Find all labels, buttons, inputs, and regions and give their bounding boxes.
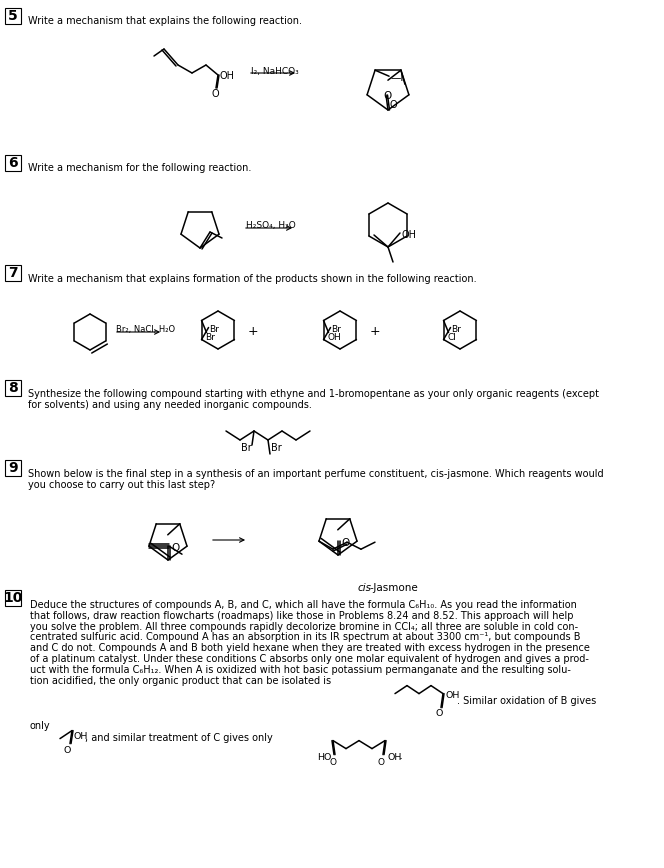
Text: O: O [64,746,71,754]
Text: O: O [341,538,349,548]
Text: Br₂, NaCl, H₂O: Br₂, NaCl, H₂O [116,325,175,334]
Text: Br: Br [206,333,215,343]
Text: Write a mechanism that explains formation of the products shown in the following: Write a mechanism that explains formatio… [28,274,477,284]
Text: Cl: Cl [448,333,456,343]
Text: Shown below is the final step in a synthesis of an important perfume constituent: Shown below is the final step in a synth… [28,469,604,479]
Text: OH: OH [327,333,341,343]
Text: 9: 9 [8,461,18,475]
Text: for solvents) and using any needed inorganic compounds.: for solvents) and using any needed inorg… [28,400,312,410]
Text: only: only [30,720,50,731]
Text: and C do not. Compounds A and B both yield hexane when they are treated with exc: and C do not. Compounds A and B both yie… [30,643,590,654]
Text: centrated sulfuric acid. Compound A has an absorption in its IR spectrum at abou: centrated sulfuric acid. Compound A has … [30,633,580,642]
Text: O: O [377,758,384,766]
Text: Deduce the structures of compounds A, B, and C, which all have the formula C₆H₁₀: Deduce the structures of compounds A, B,… [30,600,577,610]
Text: 10: 10 [3,591,23,605]
Text: OH: OH [445,691,459,700]
Text: O: O [329,758,336,766]
Text: Write a mechanism that explains the following reaction.: Write a mechanism that explains the foll… [28,16,302,26]
Text: O: O [383,91,391,101]
Text: tion acidified, the only organic product that can be isolated is: tion acidified, the only organic product… [30,675,331,686]
Text: +: + [248,325,258,338]
Text: 8: 8 [8,381,18,395]
Text: OH: OH [73,732,88,740]
Text: I₂, NaHCO₃: I₂, NaHCO₃ [251,67,299,76]
Text: O: O [390,101,397,110]
Bar [5,8,21,24]
Text: 6: 6 [8,156,18,170]
Text: O: O [211,89,218,99]
Text: 7: 7 [8,266,18,280]
Text: .: . [399,748,403,761]
Bar [5,380,21,396]
Text: you choose to carry out this last step?: you choose to carry out this last step? [28,480,215,490]
Text: OH: OH [220,71,235,81]
Text: Synthesize the following compound starting with ethyne and 1-bromopentane as you: Synthesize the following compound starti… [28,389,599,399]
Text: OH: OH [401,230,416,240]
Text: -Jasmone: -Jasmone [370,583,419,593]
Bar [5,590,21,606]
Bar [5,265,21,281]
Text: 5: 5 [8,9,18,23]
Text: you solve the problem. All three compounds rapidly decolorize bromine in CCl₄; a: you solve the problem. All three compoun… [30,621,578,632]
Text: O: O [171,543,179,553]
Bar [5,460,21,476]
Text: H₂SO₄, H₂O: H₂SO₄, H₂O [246,221,295,230]
Text: that follows, draw reaction flowcharts (roadmaps) like those in Problems 8.24 an: that follows, draw reaction flowcharts (… [30,611,574,621]
Text: Br: Br [452,326,461,334]
Bar [5,155,21,171]
Text: uct with the formula C₆H₁₂. When A is oxidized with hot basic potassium permanga: uct with the formula C₆H₁₂. When A is ox… [30,665,571,674]
Text: cis: cis [358,583,372,593]
Text: Write a mechanism for the following reaction.: Write a mechanism for the following reac… [28,163,252,173]
Text: Br: Br [210,326,219,334]
Text: of a platinum catalyst. Under these conditions C absorbs only one molar equivale: of a platinum catalyst. Under these cond… [30,654,589,664]
Text: HO: HO [317,753,331,761]
Text: Br: Br [331,326,341,334]
Text: O: O [435,708,442,718]
Text: OH: OH [387,753,401,761]
Text: , and similar treatment of C gives only: , and similar treatment of C gives only [85,733,273,743]
Text: Br: Br [240,443,252,453]
Text: +: + [370,325,380,338]
Text: . Similar oxidation of B gives: . Similar oxidation of B gives [457,695,596,706]
Text: —I: —I [390,73,404,83]
Text: Br: Br [271,443,282,453]
